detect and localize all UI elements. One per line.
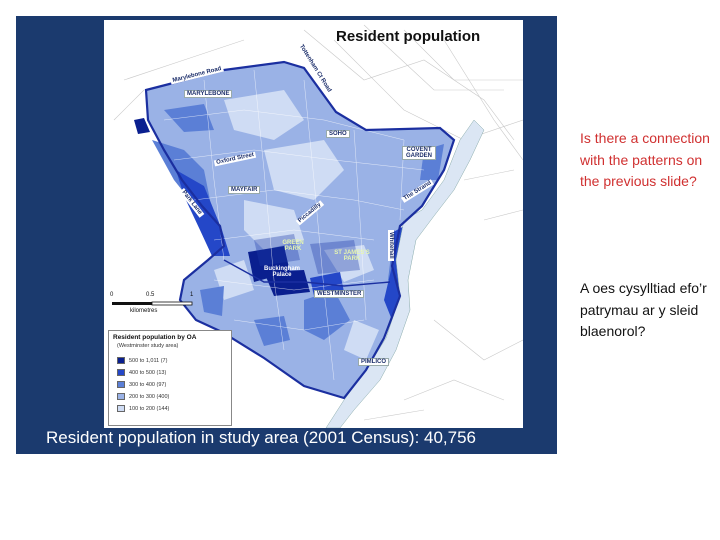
map-graphic bbox=[113, 24, 523, 428]
scale-bar: 0 0.5 1 kilometres bbox=[108, 292, 198, 322]
place-label-mayfair: MAYFAIR bbox=[228, 186, 261, 194]
legend-range: 100 to 200 bbox=[129, 405, 155, 412]
place-label-westminster: WESTMINSTER bbox=[314, 290, 365, 298]
map-title: Resident population bbox=[336, 28, 481, 45]
legend-range: 500 to 1,011 bbox=[129, 357, 160, 364]
legend-subtitle: (Westminster study area) bbox=[117, 343, 179, 349]
scale-unit: kilometres bbox=[130, 308, 158, 314]
place-label-buckingham-palace: Buckingham Palace bbox=[264, 266, 301, 278]
park-shading bbox=[254, 234, 360, 274]
scale-tick-half: 0.5 bbox=[146, 292, 155, 298]
study-area-boundary bbox=[144, 60, 456, 400]
place-label-st-james-park: ST JAMES'S PARK bbox=[334, 250, 370, 262]
legend-swatch bbox=[117, 405, 125, 412]
legend-row: 300 to 400 (97) bbox=[117, 381, 166, 388]
place-label-covent-garden: COVENT GARDEN bbox=[402, 146, 436, 160]
scale-tick-1: 1 bbox=[190, 292, 194, 298]
side-question-english: Is there a connection with the patterns … bbox=[580, 130, 710, 189]
legend-range: 300 to 400 bbox=[129, 381, 155, 388]
main-road-line bbox=[223, 259, 391, 287]
legend-swatch bbox=[117, 381, 125, 388]
legend-swatch bbox=[117, 369, 125, 376]
legend-swatch bbox=[117, 357, 125, 364]
scale-bar-graphic bbox=[112, 301, 193, 306]
place-label-pimlico: PIMLICO bbox=[358, 358, 389, 366]
place-label-green-park: GREEN PARK bbox=[282, 240, 304, 252]
map-caption: Resident population in study area (2001 … bbox=[46, 428, 477, 447]
legend-swatch bbox=[117, 393, 125, 400]
legend-count: (97) bbox=[156, 381, 167, 388]
light-patches bbox=[214, 90, 379, 360]
place-label-soho: SOHO bbox=[326, 130, 350, 138]
outside-street-grid bbox=[113, 24, 523, 421]
map-legend: Resident population by OA (Westminster s… bbox=[108, 330, 232, 426]
place-label-marylebone: MARYLEBONE bbox=[184, 90, 233, 98]
legend-count: (13) bbox=[156, 369, 167, 376]
legend-row: 100 to 200 (144) bbox=[117, 405, 169, 412]
street-label-whitehall: Whitehall bbox=[388, 230, 394, 261]
side-question-welsh: A oes cysylltiad efo’r patrymau ar y sle… bbox=[580, 280, 707, 339]
legend-range: 400 to 500 bbox=[129, 369, 155, 376]
legend-count: (144) bbox=[156, 405, 170, 412]
choropleth-map: Resident population Marylebone Road Tott… bbox=[104, 20, 523, 428]
scale-tick-0: 0 bbox=[110, 292, 114, 298]
legend-count: (7) bbox=[160, 357, 168, 364]
legend-row: 200 to 300 (400) bbox=[117, 393, 169, 400]
legend-title: Resident population by OA bbox=[113, 334, 197, 341]
map-slide-panel: Resident population Marylebone Road Tott… bbox=[16, 16, 557, 454]
legend-row: 400 to 500 (13) bbox=[117, 369, 166, 376]
legend-count: (400) bbox=[156, 393, 170, 400]
legend-range: 200 to 300 bbox=[129, 393, 155, 400]
legend-row: 500 to 1,011 (7) bbox=[117, 357, 167, 364]
